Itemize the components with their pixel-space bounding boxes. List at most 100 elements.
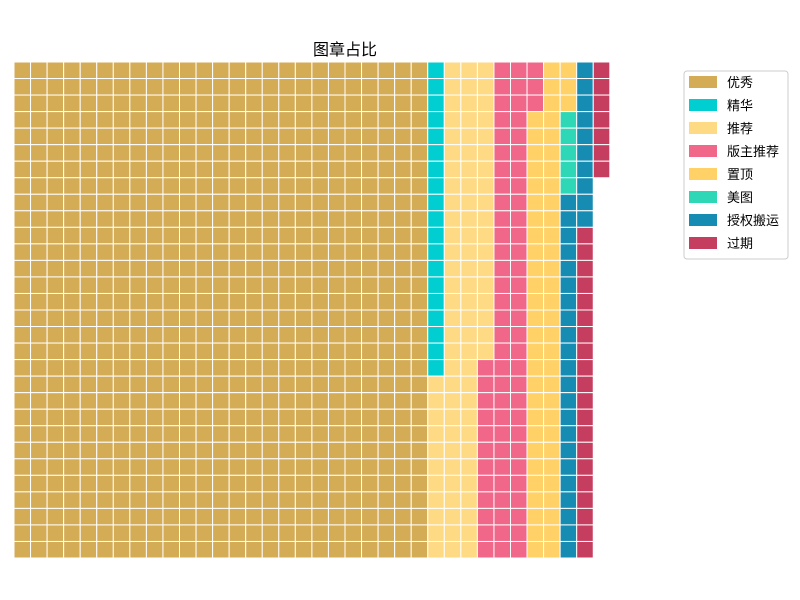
waffle-cell-版主推荐 bbox=[493, 392, 512, 410]
waffle-cell-优秀 bbox=[63, 78, 81, 96]
waffle-cell-置顶 bbox=[543, 144, 561, 162]
waffle-cell-置顶 bbox=[526, 425, 545, 443]
waffle-cell-优秀 bbox=[245, 540, 263, 559]
waffle-cell-美图 bbox=[559, 177, 578, 195]
waffle-cell-优秀 bbox=[261, 359, 280, 377]
waffle-cell-优秀 bbox=[129, 507, 147, 526]
waffle-cell-优秀 bbox=[294, 326, 313, 344]
waffle-cell-版主推荐 bbox=[510, 326, 528, 344]
waffle-cell-优秀 bbox=[79, 491, 98, 509]
waffle-cell-推荐 bbox=[443, 540, 462, 559]
legend-swatch bbox=[689, 168, 717, 180]
legend-frame bbox=[683, 70, 789, 260]
waffle-cell-优秀 bbox=[30, 474, 48, 493]
waffle-cell-精华 bbox=[427, 160, 445, 179]
waffle-cell-优秀 bbox=[344, 425, 363, 443]
waffle-cell-优秀 bbox=[344, 226, 363, 245]
waffle-cell-优秀 bbox=[327, 127, 346, 146]
waffle-cell-版主推荐 bbox=[493, 441, 512, 460]
waffle-cell-优秀 bbox=[228, 474, 247, 493]
legend-label: 优秀 bbox=[727, 76, 753, 91]
waffle-cell-优秀 bbox=[294, 160, 313, 179]
waffle-cell-精华 bbox=[427, 243, 445, 261]
waffle-cell-优秀 bbox=[112, 326, 131, 344]
waffle-cell-优秀 bbox=[195, 94, 214, 113]
waffle-cell-优秀 bbox=[327, 259, 346, 278]
waffle-cell-优秀 bbox=[179, 441, 197, 460]
waffle-cell-优秀 bbox=[46, 458, 65, 476]
waffle-cell-优秀 bbox=[195, 309, 214, 328]
waffle-cell-授权搬运 bbox=[576, 177, 594, 195]
waffle-cell-优秀 bbox=[96, 226, 114, 245]
waffle-cell-优秀 bbox=[79, 61, 98, 80]
waffle-cell-推荐 bbox=[460, 78, 478, 96]
waffle-cell-优秀 bbox=[245, 226, 263, 245]
waffle-cell-优秀 bbox=[377, 276, 396, 294]
waffle-cell-置顶 bbox=[543, 441, 561, 460]
waffle-cell-优秀 bbox=[13, 259, 32, 278]
waffle-cell-优秀 bbox=[228, 61, 247, 80]
waffle-cell-授权搬运 bbox=[576, 193, 594, 212]
waffle-cell-优秀 bbox=[410, 474, 429, 493]
waffle-cell-优秀 bbox=[278, 392, 296, 410]
waffle-cell-优秀 bbox=[112, 491, 131, 509]
legend-label: 授权搬运 bbox=[727, 213, 779, 229]
waffle-cell-推荐 bbox=[476, 193, 495, 212]
waffle-cell-优秀 bbox=[30, 342, 48, 361]
waffle-cell-优秀 bbox=[212, 474, 230, 493]
waffle-cell-过期 bbox=[592, 78, 611, 96]
waffle-cell-版主推荐 bbox=[510, 474, 528, 493]
waffle-cell-优秀 bbox=[79, 524, 98, 542]
waffle-cell-优秀 bbox=[394, 193, 412, 212]
waffle-cell-优秀 bbox=[129, 309, 147, 328]
waffle-cell-优秀 bbox=[311, 78, 329, 96]
waffle-cell-优秀 bbox=[261, 309, 280, 328]
waffle-cell-优秀 bbox=[63, 160, 81, 179]
waffle-cell-优秀 bbox=[46, 392, 65, 410]
waffle-cell-版主推荐 bbox=[476, 425, 495, 443]
waffle-cell-优秀 bbox=[278, 540, 296, 559]
waffle-cell-优秀 bbox=[261, 61, 280, 80]
waffle-cell-优秀 bbox=[344, 392, 363, 410]
waffle-cell-优秀 bbox=[13, 193, 32, 212]
waffle-cell-优秀 bbox=[228, 309, 247, 328]
waffle-cell-优秀 bbox=[112, 210, 131, 228]
waffle-cell-优秀 bbox=[212, 61, 230, 80]
waffle-cell-置顶 bbox=[543, 94, 561, 113]
waffle-cell-优秀 bbox=[13, 524, 32, 542]
waffle-cell-优秀 bbox=[394, 474, 412, 493]
waffle-cell-优秀 bbox=[410, 210, 429, 228]
waffle-cell-优秀 bbox=[195, 243, 214, 261]
waffle-cell-置顶 bbox=[543, 210, 561, 228]
waffle-cell-优秀 bbox=[145, 127, 164, 146]
waffle-cell-优秀 bbox=[294, 491, 313, 509]
waffle-cell-优秀 bbox=[361, 524, 379, 542]
waffle-cell-优秀 bbox=[228, 111, 247, 129]
waffle-cell-优秀 bbox=[410, 193, 429, 212]
waffle-cell-版主推荐 bbox=[476, 540, 495, 559]
waffle-cell-推荐 bbox=[460, 276, 478, 294]
waffle-cell-过期 bbox=[592, 160, 611, 179]
waffle-cell-置顶 bbox=[543, 292, 561, 311]
waffle-cell-优秀 bbox=[228, 177, 247, 195]
waffle-cell-置顶 bbox=[526, 243, 545, 261]
waffle-cell-版主推荐 bbox=[476, 359, 495, 377]
waffle-cell-优秀 bbox=[311, 144, 329, 162]
waffle-cell-优秀 bbox=[112, 111, 131, 129]
waffle-cell-版主推荐 bbox=[526, 78, 545, 96]
waffle-cell-优秀 bbox=[46, 309, 65, 328]
waffle-cell-推荐 bbox=[460, 507, 478, 526]
waffle-cell-推荐 bbox=[476, 78, 495, 96]
waffle-cell-优秀 bbox=[410, 61, 429, 80]
waffle-cell-推荐 bbox=[443, 127, 462, 146]
waffle-cell-优秀 bbox=[410, 309, 429, 328]
waffle-cell-优秀 bbox=[79, 276, 98, 294]
waffle-cell-优秀 bbox=[96, 408, 114, 427]
waffle-cell-置顶 bbox=[526, 540, 545, 559]
waffle-cell-推荐 bbox=[443, 292, 462, 311]
waffle-cell-过期 bbox=[592, 127, 611, 146]
waffle-cell-优秀 bbox=[96, 61, 114, 80]
waffle-cell-优秀 bbox=[112, 127, 131, 146]
waffle-cell-优秀 bbox=[245, 193, 263, 212]
waffle-cell-版主推荐 bbox=[510, 226, 528, 245]
